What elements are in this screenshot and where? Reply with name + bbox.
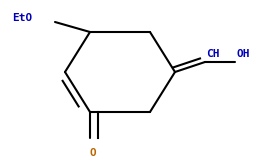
Text: OH: OH <box>236 49 250 59</box>
Text: EtO: EtO <box>12 13 32 23</box>
Text: O: O <box>89 148 96 158</box>
Text: CH: CH <box>206 49 220 59</box>
